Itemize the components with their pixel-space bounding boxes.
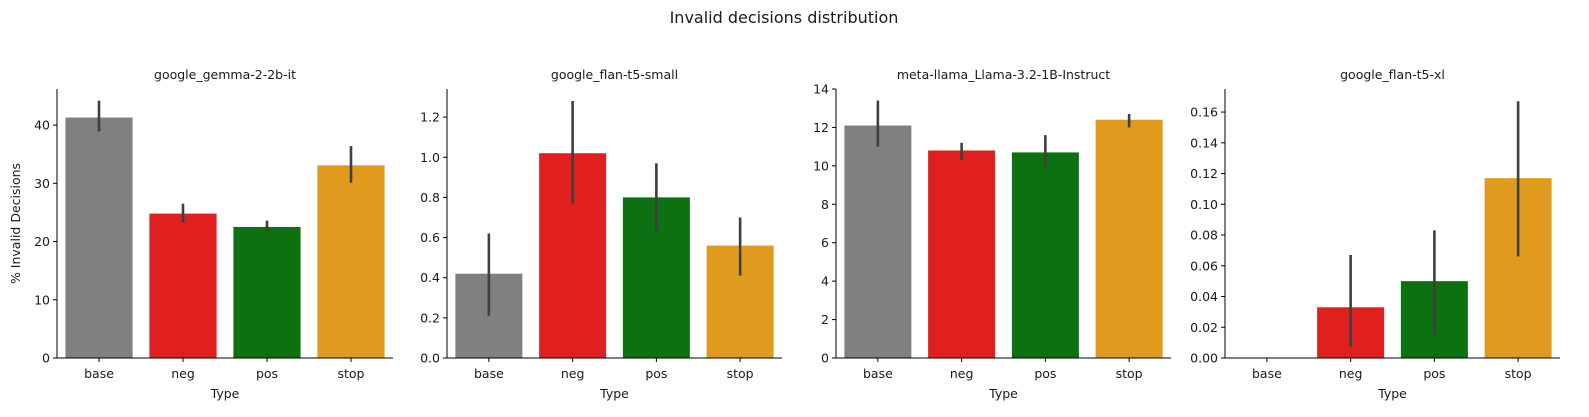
y-tick-label: 0.02 [1190, 320, 1218, 335]
y-tick-label: 0.6 [420, 230, 440, 245]
y-tick-label: 10 [813, 158, 829, 173]
y-tick-label: 0 [42, 351, 50, 366]
x-tick-label: stop [1116, 366, 1143, 381]
y-tick-label: 0.06 [1190, 258, 1218, 273]
y-tick-label: 0.08 [1190, 228, 1218, 243]
x-axis-label: Type [988, 386, 1018, 401]
bar-base [65, 117, 133, 358]
y-tick-label: 0.0 [420, 351, 440, 366]
y-tick-label: 2 [821, 312, 829, 327]
y-tick-label: 0.10 [1190, 197, 1218, 212]
x-tick-label: neg [950, 366, 974, 381]
y-tick-label: 40 [34, 118, 50, 133]
y-tick-label: 12 [813, 120, 829, 135]
y-tick-label: 0.14 [1190, 135, 1218, 150]
y-tick-label: 4 [821, 274, 829, 289]
panel-title: google_flan-t5-small [551, 67, 678, 82]
y-tick-label: 0.16 [1190, 105, 1218, 120]
x-tick-label: pos [1034, 366, 1056, 381]
y-tick-label: 1.0 [420, 150, 440, 165]
y-tick-label: 0 [821, 351, 829, 366]
y-tick-label: 0.8 [420, 190, 440, 205]
bar-stop [317, 165, 385, 358]
y-axis-label: % Invalid Decisions [8, 163, 23, 284]
x-tick-label: stop [1505, 366, 1532, 381]
x-axis-label: Type [599, 386, 629, 401]
bar-neg [928, 150, 996, 358]
x-tick-label: pos [1423, 366, 1445, 381]
y-tick-label: 8 [821, 197, 829, 212]
x-tick-label: base [84, 366, 114, 381]
y-tick-label: 14 [813, 82, 829, 97]
x-tick-label: neg [1339, 366, 1363, 381]
y-tick-label: 0.04 [1190, 289, 1218, 304]
y-tick-label: 10 [34, 292, 50, 307]
y-tick-label: 20 [34, 234, 50, 249]
x-tick-label: pos [256, 366, 278, 381]
x-tick-label: base [474, 366, 504, 381]
x-tick-label: neg [561, 366, 585, 381]
figure-title: Invalid decisions distribution [670, 8, 899, 27]
x-tick-label: neg [171, 366, 195, 381]
y-tick-label: 0.12 [1190, 166, 1218, 181]
bar-stop [1095, 119, 1163, 358]
y-tick-label: 0.4 [420, 270, 440, 285]
bar-neg [149, 213, 217, 358]
bar-base [844, 125, 912, 358]
x-tick-label: stop [338, 366, 365, 381]
y-tick-label: 0.2 [420, 310, 440, 325]
y-tick-label: 1.2 [420, 110, 440, 125]
x-tick-label: base [863, 366, 893, 381]
x-tick-label: pos [645, 366, 667, 381]
panel-title: google_flan-t5-xl [1340, 67, 1445, 82]
x-axis-label: Type [1377, 386, 1407, 401]
y-tick-label: 30 [34, 176, 50, 191]
x-tick-label: stop [727, 366, 754, 381]
bar-pos [1011, 152, 1079, 358]
y-tick-label: 0.00 [1190, 351, 1218, 366]
bar-pos [233, 226, 301, 358]
panel-title: meta-llama_Llama-3.2-1B-Instruct [897, 67, 1110, 82]
x-axis-label: Type [210, 386, 240, 401]
y-tick-label: 6 [821, 235, 829, 250]
panel-title: google_gemma-2-2b-it [154, 67, 296, 82]
x-tick-label: base [1252, 366, 1282, 381]
